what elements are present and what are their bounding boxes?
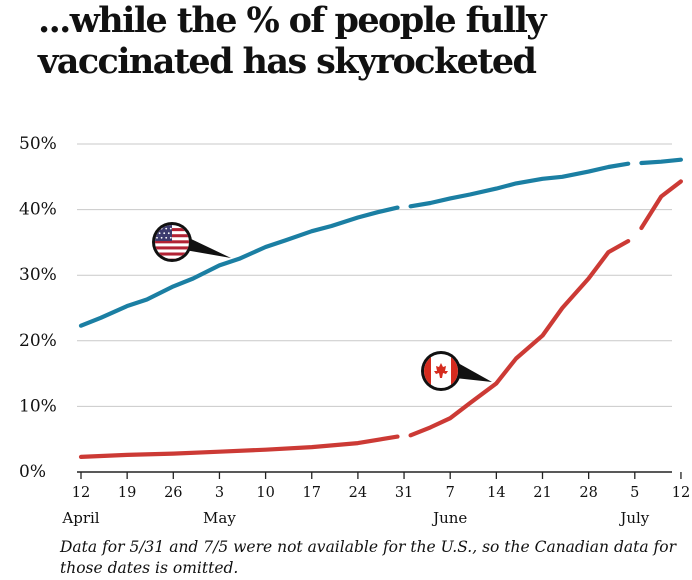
canada-series-line (408, 239, 631, 438)
canada-flag-icon (421, 351, 492, 391)
x-tick-label: 24 (349, 485, 367, 501)
x-month-label: July (618, 509, 649, 527)
x-month-label: May (203, 509, 236, 527)
y-axis-ticks: 0% 10% 20% 30% 40% 50% (19, 134, 57, 482)
x-tick-label: 10 (256, 485, 274, 501)
x-tick-label: 21 (533, 485, 551, 501)
x-tick-label: 28 (579, 485, 597, 501)
x-tick-label: 26 (164, 485, 182, 501)
canada-series-line (639, 179, 684, 231)
us-series-line (78, 205, 400, 328)
us-flag-icon (152, 222, 231, 262)
x-axis: 12 19 26 3 10 17 24 31 7 14 21 28 5 12 April May June Jul… (61, 472, 690, 527)
y-tick-label: 20% (19, 331, 57, 351)
y-tick-label: 0% (19, 462, 46, 482)
y-tick-label: 40% (19, 200, 57, 220)
series-lines (78, 157, 684, 459)
canada-series-line (78, 434, 400, 459)
x-tick-label: 3 (215, 485, 224, 501)
us-series-line (408, 161, 631, 209)
us-series-line (639, 157, 684, 166)
footnote: Data for 5/31 and 7/5 were not available… (60, 538, 676, 577)
x-tick-label: 7 (446, 485, 455, 501)
x-tick-label: 31 (395, 485, 413, 501)
gridlines (77, 143, 672, 473)
y-tick-label: 30% (19, 265, 57, 285)
x-tick-label: 19 (118, 485, 136, 501)
x-tick-label: 12 (672, 485, 690, 501)
x-tick-label: 17 (303, 485, 321, 501)
x-month-label: April (61, 509, 99, 527)
x-tick-label: 12 (72, 485, 90, 501)
line-chart: 0% 10% 20% 30% 40% 50% 12 19 26 3 10 17 24 31 7 14 21 28… (19, 134, 690, 527)
x-tick-label: 5 (630, 485, 639, 501)
y-tick-label: 10% (19, 396, 57, 416)
y-tick-label: 50% (19, 134, 57, 154)
x-tick-label: 14 (487, 485, 505, 501)
chart-title: ...while the % of people fully vaccinate… (38, 0, 547, 82)
x-month-label: June (431, 509, 467, 527)
